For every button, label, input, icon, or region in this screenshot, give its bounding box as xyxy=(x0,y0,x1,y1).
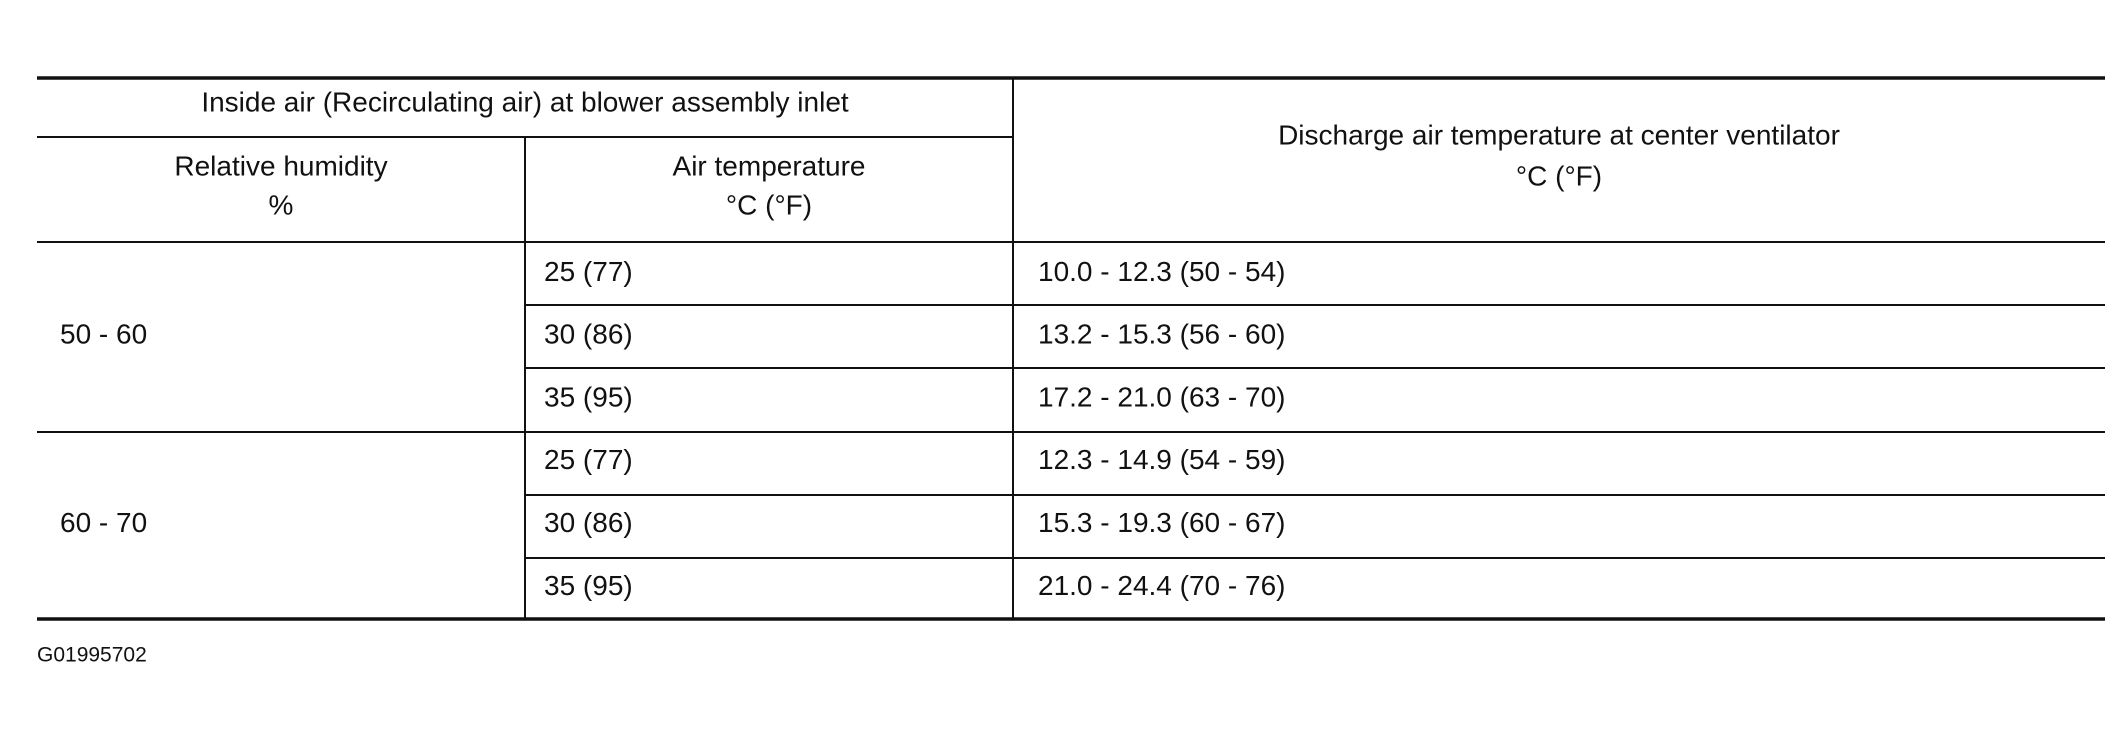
humidity-cell: 60 - 70 xyxy=(60,507,147,538)
figure-id: G01995702 xyxy=(37,644,147,667)
column-header: Discharge air temperature at center vent… xyxy=(1278,119,1840,150)
column-header: Air temperature xyxy=(673,150,866,181)
discharge-cell: 10.0 - 12.3 (50 - 54) xyxy=(1038,256,1285,287)
discharge-cell: 21.0 - 24.4 (70 - 76) xyxy=(1038,570,1285,601)
air-temp-cell: 35 (95) xyxy=(544,570,633,601)
humidity-cell: 50 - 60 xyxy=(60,319,147,350)
air-temp-cell: 30 (86) xyxy=(544,319,633,350)
air-temp-cell: 25 (77) xyxy=(544,256,633,287)
column-header: Relative humidity xyxy=(174,150,387,181)
discharge-cell: 13.2 - 15.3 (56 - 60) xyxy=(1038,319,1285,350)
air-temp-cell: 35 (95) xyxy=(544,381,633,412)
discharge-cell: 17.2 - 21.0 (63 - 70) xyxy=(1038,381,1285,412)
air-temp-cell: 25 (77) xyxy=(544,444,633,475)
column-header: °C (°F) xyxy=(726,189,812,220)
air-temp-cell: 30 (86) xyxy=(544,507,633,538)
column-header: % xyxy=(269,189,294,220)
discharge-cell: 12.3 - 14.9 (54 - 59) xyxy=(1038,444,1285,475)
discharge-cell: 15.3 - 19.3 (60 - 67) xyxy=(1038,507,1285,538)
table-rules xyxy=(37,76,2105,621)
column-header: °C (°F) xyxy=(1516,160,1602,191)
group-header: Inside air (Recirculating air) at blower… xyxy=(201,86,849,117)
